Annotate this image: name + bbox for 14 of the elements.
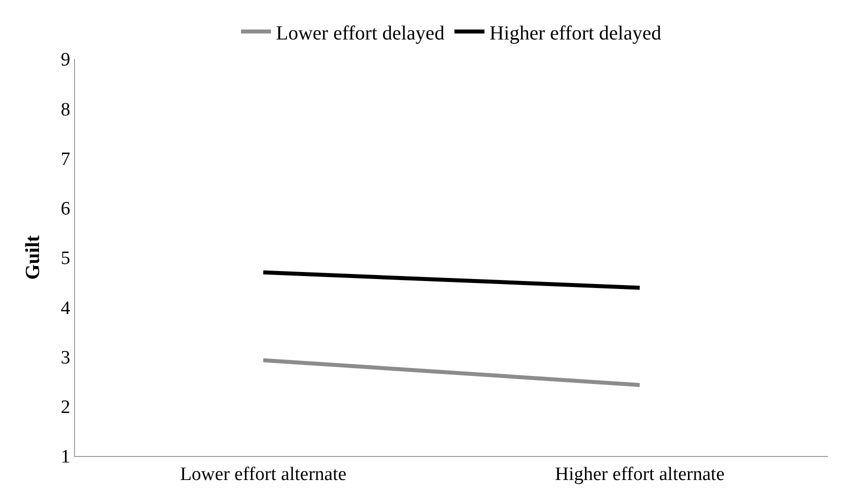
legend-label: Higher effort delayed bbox=[489, 22, 662, 44]
y-tick-label: 3 bbox=[60, 347, 70, 368]
y-tick-label: 6 bbox=[60, 198, 70, 220]
y-tick-label: 8 bbox=[60, 99, 70, 120]
legend-label: Lower effort delayed bbox=[276, 22, 444, 44]
y-tick-label: 4 bbox=[60, 298, 71, 319]
y-axis-title: Guilt bbox=[22, 234, 44, 280]
y-tick-label: 5 bbox=[60, 248, 70, 270]
x-tick-label: Higher effort alternate bbox=[554, 464, 725, 485]
y-tick-label: 1 bbox=[60, 446, 70, 468]
y-tick-label: 7 bbox=[60, 148, 70, 170]
y-tick-label: 2 bbox=[60, 397, 70, 418]
x-tick-label: Lower effort alternate bbox=[180, 464, 346, 485]
y-tick-label: 9 bbox=[60, 50, 70, 71]
